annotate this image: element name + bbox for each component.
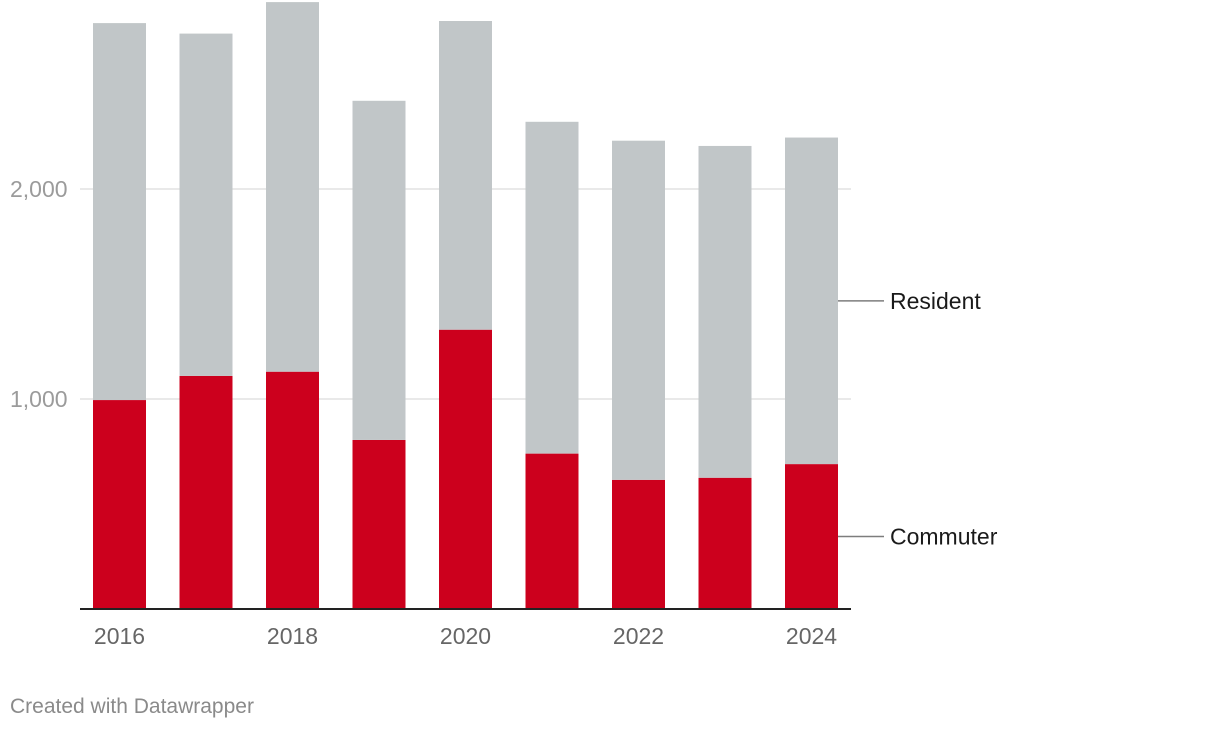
bar-resident-2019 <box>352 100 406 440</box>
bar-commuter-2022 <box>612 479 665 609</box>
bar-resident-2022 <box>612 140 665 480</box>
bar-commuter-2020 <box>439 329 492 609</box>
bar-commuter-2023 <box>698 477 752 609</box>
legend-label-commuter: Commuter <box>890 524 998 550</box>
legend-label-resident: Resident <box>890 288 981 314</box>
x-tick-label: 2020 <box>440 623 491 649</box>
x-tick-label: 2024 <box>786 623 837 649</box>
y-tick-label: 2,000 <box>10 176 68 202</box>
bar-commuter-2021 <box>525 453 579 609</box>
bar-resident-2017 <box>179 33 233 376</box>
x-tick-label: 2022 <box>613 623 664 649</box>
bar-resident-2016 <box>93 23 146 401</box>
bar-resident-2020 <box>439 21 492 330</box>
credit-text: Created with Datawrapper <box>10 695 254 718</box>
bars <box>93 2 838 609</box>
x-tick-label: 2016 <box>94 623 145 649</box>
x-tick-label: 2018 <box>267 623 318 649</box>
bar-commuter-2017 <box>179 375 233 609</box>
bar-resident-2018 <box>266 2 319 372</box>
bar-commuter-2018 <box>266 371 319 609</box>
y-tick-label: 1,000 <box>10 386 68 412</box>
bar-commuter-2016 <box>93 400 146 609</box>
bar-resident-2023 <box>698 145 752 478</box>
legend: Commuter Resident <box>838 288 998 550</box>
bar-resident-2021 <box>525 121 579 454</box>
bar-resident-2024 <box>785 137 838 465</box>
stacked-bar-chart: 1,000 2,000 2016 2018 2020 2022 2024 Commuter… <box>10 2 998 649</box>
bar-commuter-2024 <box>785 464 838 609</box>
bar-commuter-2019 <box>352 439 406 609</box>
x-axis-labels: 2016 2018 2020 2022 2024 <box>94 623 837 649</box>
y-axis-labels: 1,000 2,000 <box>10 176 68 412</box>
